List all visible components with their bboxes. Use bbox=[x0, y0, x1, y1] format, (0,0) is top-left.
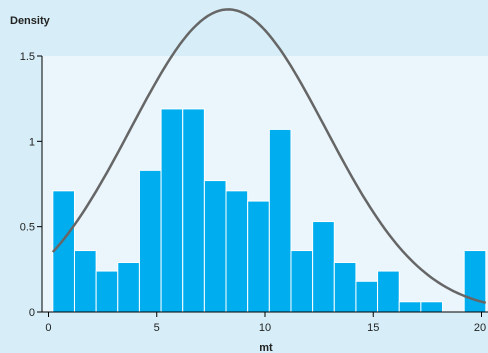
histogram-bar bbox=[117, 262, 140, 313]
x-tick-label: 5 bbox=[154, 322, 160, 334]
x-tick-label: 15 bbox=[367, 322, 379, 334]
histogram-bar bbox=[268, 128, 292, 313]
y-tick-label: 1 bbox=[29, 136, 35, 148]
histogram-bar bbox=[355, 280, 379, 313]
histogram-bar bbox=[73, 250, 97, 313]
histogram-bar bbox=[95, 270, 119, 313]
histogram-bar bbox=[182, 108, 205, 313]
x-tick-label: 0 bbox=[45, 322, 51, 334]
y-axis-title: Density bbox=[10, 15, 51, 27]
y-axis-ticks: 0 0.5 1 1.5 bbox=[20, 51, 42, 319]
histogram-bar bbox=[290, 250, 314, 313]
y-tick-label: 1.5 bbox=[20, 51, 35, 63]
histogram-bar bbox=[377, 270, 400, 313]
histogram-bar bbox=[333, 262, 357, 313]
x-tick-label: 10 bbox=[259, 322, 271, 334]
histogram-bars bbox=[52, 108, 487, 313]
histogram-bar bbox=[398, 301, 422, 313]
y-tick-label: 0.5 bbox=[20, 222, 35, 234]
x-axis-ticks: 0 5 10 15 20 bbox=[45, 312, 486, 334]
histogram-bar bbox=[138, 169, 162, 313]
histogram-bar bbox=[160, 108, 184, 313]
x-axis-title: mt bbox=[259, 342, 273, 353]
histogram-bar bbox=[225, 190, 249, 313]
normal-density-curve bbox=[51, 8, 487, 305]
y-tick-label: 0 bbox=[29, 307, 35, 319]
histogram-bar bbox=[203, 180, 227, 313]
histogram-bar bbox=[52, 190, 75, 313]
x-tick-label: 20 bbox=[474, 322, 486, 334]
histogram-bar bbox=[420, 301, 444, 313]
histogram-bar bbox=[247, 200, 270, 313]
histogram-bar bbox=[312, 221, 335, 313]
